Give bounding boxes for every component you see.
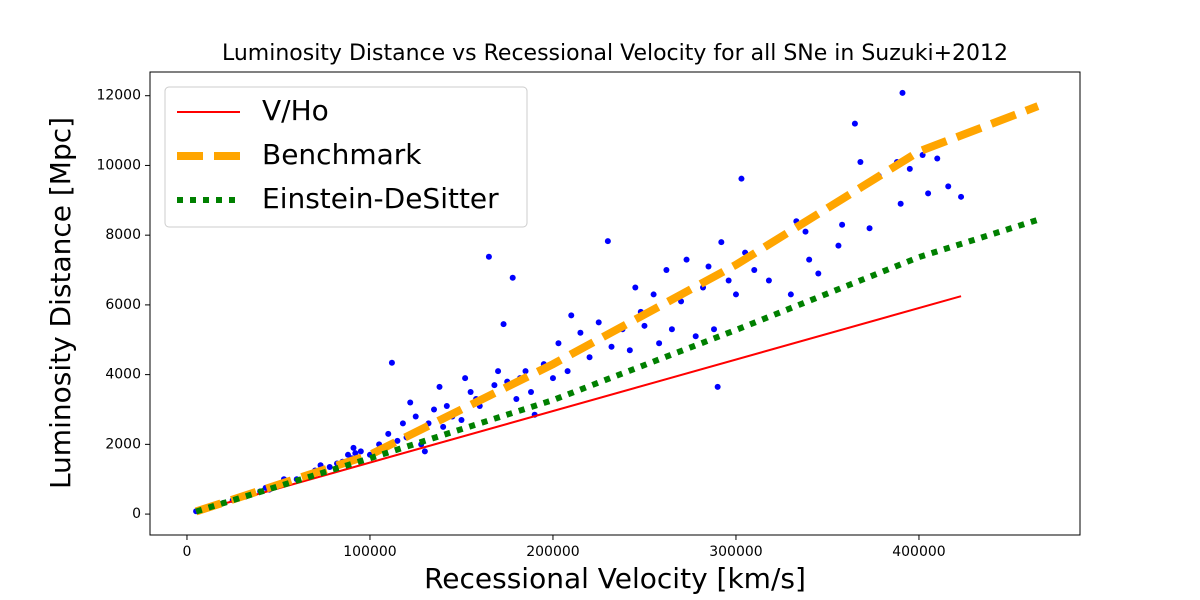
line-series — [195, 295, 962, 513]
scatter-point — [802, 228, 809, 235]
scatter-point — [806, 256, 813, 263]
scatter-point — [751, 267, 758, 274]
scatter-point — [711, 326, 718, 333]
scatter-point — [513, 396, 520, 403]
scatter-point — [595, 319, 602, 326]
scatter-point — [440, 423, 447, 430]
legend-label: Einstein-DeSitter — [262, 182, 499, 215]
scatter-point — [443, 403, 450, 410]
scatter-point — [491, 382, 498, 389]
scatter-point — [857, 158, 864, 165]
y-axis-label: Luminosity Distance [Mpc] — [44, 117, 77, 489]
line-series — [195, 216, 1039, 515]
scatter-point — [899, 89, 906, 96]
scatter-point — [388, 359, 395, 366]
scatter-point — [851, 120, 858, 127]
scatter-point — [462, 375, 469, 382]
scatter-point — [350, 444, 357, 451]
scatter-point — [626, 347, 633, 354]
scatter-point — [586, 354, 593, 361]
y-tick-label: 8000 — [105, 227, 141, 243]
scatter-point — [656, 340, 663, 347]
scatter-point — [692, 333, 699, 340]
scatter-point — [394, 437, 401, 444]
scatter-point — [738, 175, 745, 182]
chart-title: Luminosity Distance vs Recessional Veloc… — [222, 41, 1008, 66]
scatter-point — [399, 420, 406, 427]
scatter-point — [725, 277, 732, 284]
scatter-point — [718, 239, 725, 246]
scatter-point — [564, 368, 571, 375]
x-tick-label: 300000 — [709, 544, 762, 560]
scatter-point — [934, 155, 941, 162]
scatter-point — [357, 448, 364, 455]
legend-label: Benchmark — [262, 138, 422, 171]
scatter-point — [500, 321, 507, 328]
x-tick-label: 400000 — [892, 544, 945, 560]
scatter-point — [835, 242, 842, 249]
scatter-point — [495, 368, 502, 375]
scatter-point — [925, 190, 932, 197]
legend-label: V/Ho — [262, 94, 329, 127]
scatter-point — [866, 225, 873, 232]
plot-frame — [149, 71, 1081, 536]
scatter-point — [326, 464, 333, 471]
scatter-point — [705, 263, 712, 270]
scatter-point — [787, 291, 794, 298]
y-tick-label: 10000 — [96, 157, 141, 173]
line-series — [194, 102, 1040, 516]
scatter-point — [732, 291, 739, 298]
scatter-point — [683, 256, 690, 263]
scatter-point — [604, 238, 611, 245]
scatter-point — [663, 267, 670, 274]
scatter-point — [906, 165, 913, 172]
scatter-point — [608, 343, 615, 350]
scatter-point — [945, 183, 952, 190]
scatter-point — [958, 193, 965, 200]
y-tick-label: 2000 — [105, 436, 141, 452]
legend-box — [164, 86, 528, 228]
scatter-point — [522, 368, 529, 375]
scatter-point — [641, 322, 648, 329]
x-tick-label: 200000 — [526, 544, 579, 560]
scatter-point — [421, 448, 428, 455]
scatter-point — [467, 389, 474, 396]
scatter-point — [765, 277, 772, 284]
scatter-point — [668, 326, 675, 333]
scatter-point — [431, 406, 438, 413]
y-tick-label: 4000 — [105, 367, 141, 383]
scatter-point — [458, 416, 465, 423]
scatter-point — [650, 291, 657, 298]
scatter-point — [714, 383, 721, 390]
scatter-point — [568, 312, 575, 319]
x-axis-label: Recessional Velocity [km/s] — [424, 562, 806, 595]
scatter-point — [509, 274, 516, 281]
scatter-point — [385, 430, 392, 437]
scatter-point — [555, 340, 562, 347]
scatter-point — [577, 329, 584, 336]
scatter-point — [897, 200, 904, 207]
y-tick-label: 0 — [132, 506, 141, 522]
scatter-point — [485, 253, 492, 260]
x-tick-label: 100000 — [343, 544, 396, 560]
scatter-point — [352, 450, 359, 457]
scatter-point — [632, 284, 639, 291]
scatter-point — [436, 383, 443, 390]
scatter-point — [549, 375, 556, 382]
scatter-point — [528, 389, 535, 396]
scatter-point — [839, 221, 846, 228]
x-tick-label: 0 — [183, 544, 192, 560]
y-tick-label: 6000 — [105, 297, 141, 313]
scatter-point — [412, 413, 419, 420]
scatter-point — [815, 270, 822, 277]
y-tick-label: 12000 — [96, 88, 141, 104]
scatter-point — [407, 399, 414, 406]
